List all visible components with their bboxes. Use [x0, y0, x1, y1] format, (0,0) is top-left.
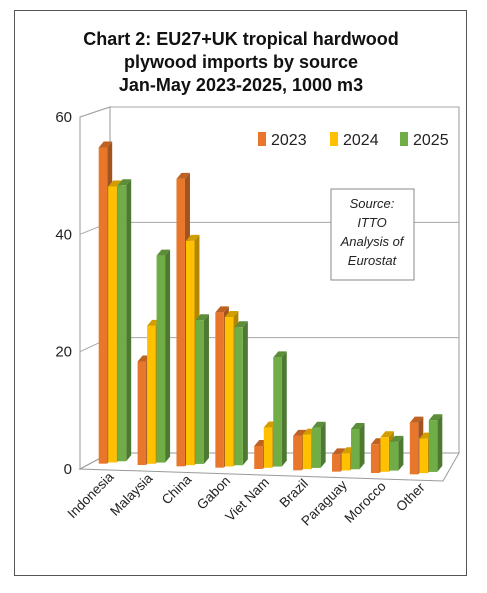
category-label: Malaysia — [107, 470, 156, 519]
bar-front — [293, 435, 302, 471]
legend-label-2023: 2023 — [271, 132, 307, 149]
chart-frame: Chart 2: EU27+UK tropical hardwood plywo… — [14, 10, 467, 576]
legend-swatch-2023 — [258, 132, 266, 146]
bar-front — [419, 438, 428, 474]
y-tick-label: 0 — [64, 461, 72, 478]
bar-front — [224, 316, 234, 467]
bar-front — [108, 186, 117, 463]
bar-front — [370, 444, 380, 473]
source-annotation: Source: ITTO Analysis of Eurostat — [330, 188, 415, 281]
bar-morocco-2025 — [389, 435, 404, 471]
bar-side — [165, 249, 171, 463]
bar-front — [351, 429, 360, 470]
source-line-2: ITTO — [357, 215, 386, 230]
bar-front — [147, 325, 156, 464]
category-label: Morocco — [342, 479, 389, 526]
bar-top — [185, 234, 200, 241]
bar-top — [108, 180, 122, 187]
chart: Chart 2: EU27+UK tropical hardwood plywo… — [55, 29, 460, 529]
bar-china-2025 — [195, 314, 209, 464]
bar-front — [195, 320, 204, 464]
y-axis-ticks: 0 20 40 60 — [55, 109, 72, 478]
bar-top — [293, 429, 307, 436]
category-label: Other — [393, 479, 428, 514]
bar-front — [389, 441, 399, 471]
bar-front — [98, 147, 108, 464]
bar-side — [437, 414, 443, 472]
legend-swatch-2024 — [330, 132, 338, 146]
source-line-1: Source: — [350, 196, 395, 211]
bar-top — [98, 141, 113, 148]
bar-front — [302, 434, 312, 470]
legend: 2023 2024 2025 — [258, 132, 449, 149]
chart-title-line-2: plywood imports by source — [124, 52, 358, 72]
bar-front — [137, 361, 147, 465]
chart-title: Chart 2: EU27+UK tropical hardwood plywo… — [83, 29, 399, 95]
y-tick-label: 40 — [55, 226, 72, 243]
category-label: Indonesia — [65, 469, 117, 521]
source-line-4: Eurostat — [348, 253, 398, 268]
chart-title-line-1: Chart 2: EU27+UK tropical hardwood — [83, 29, 399, 49]
bar-side — [281, 351, 287, 467]
bar-front — [215, 312, 224, 468]
bar-front — [156, 255, 166, 463]
bar-front — [312, 427, 321, 468]
bars — [98, 141, 443, 475]
bar-top — [389, 435, 404, 442]
bar-front — [234, 327, 243, 466]
bar-front — [273, 357, 282, 467]
gridlines — [79, 106, 459, 353]
source-box-border — [330, 188, 415, 281]
bar-paraguay-2025 — [351, 423, 365, 470]
category-label: China — [159, 472, 195, 508]
bar-front — [254, 446, 263, 469]
bar-brazil-2025 — [312, 421, 326, 468]
bar-front — [380, 437, 389, 472]
bar-front — [341, 453, 351, 471]
y-tick-label: 60 — [55, 109, 72, 126]
bar-front — [263, 427, 273, 468]
legend-label-2024: 2024 — [343, 132, 379, 149]
bar-front — [428, 420, 438, 472]
bar-viet-nam-2025 — [273, 351, 287, 467]
legend-label-2025: 2025 — [413, 132, 449, 149]
bar-front — [176, 178, 185, 467]
bar-other-2025 — [428, 414, 443, 472]
y-tick-label: 20 — [55, 344, 72, 361]
bar-top — [234, 321, 248, 328]
category-label: Gabon — [194, 473, 233, 512]
bar-side — [203, 314, 209, 464]
bar-side — [320, 421, 326, 468]
bar-front — [117, 185, 127, 462]
bar-top — [428, 414, 443, 421]
bar-top — [312, 421, 326, 428]
bar-top — [332, 448, 346, 455]
gridline-side — [79, 106, 111, 118]
bar-front — [185, 240, 195, 466]
bar-top — [156, 249, 171, 256]
bar-top — [273, 351, 287, 358]
category-label: Brazil — [277, 476, 311, 510]
bar-side — [398, 435, 404, 471]
bar-top — [380, 431, 394, 438]
bar-side — [359, 423, 365, 470]
bar-malaysia-2025 — [156, 249, 171, 463]
bar-front — [409, 422, 419, 475]
bar-top — [409, 416, 424, 423]
bar-front — [332, 454, 341, 472]
bar-top — [351, 423, 365, 430]
bar-top — [215, 306, 229, 313]
bar-top — [117, 179, 132, 186]
bar-side — [126, 179, 132, 462]
bar-indonesia-2025 — [117, 179, 132, 462]
bar-top — [224, 310, 239, 317]
source-line-3: Analysis of — [340, 234, 405, 249]
bar-top — [195, 314, 209, 321]
bar-side — [242, 321, 248, 466]
chart-title-line-3: Jan-May 2023-2025, 1000 m3 — [119, 75, 363, 95]
bar-top — [176, 172, 190, 179]
legend-swatch-2025 — [400, 132, 408, 146]
bar-gabon-2025 — [234, 321, 248, 466]
